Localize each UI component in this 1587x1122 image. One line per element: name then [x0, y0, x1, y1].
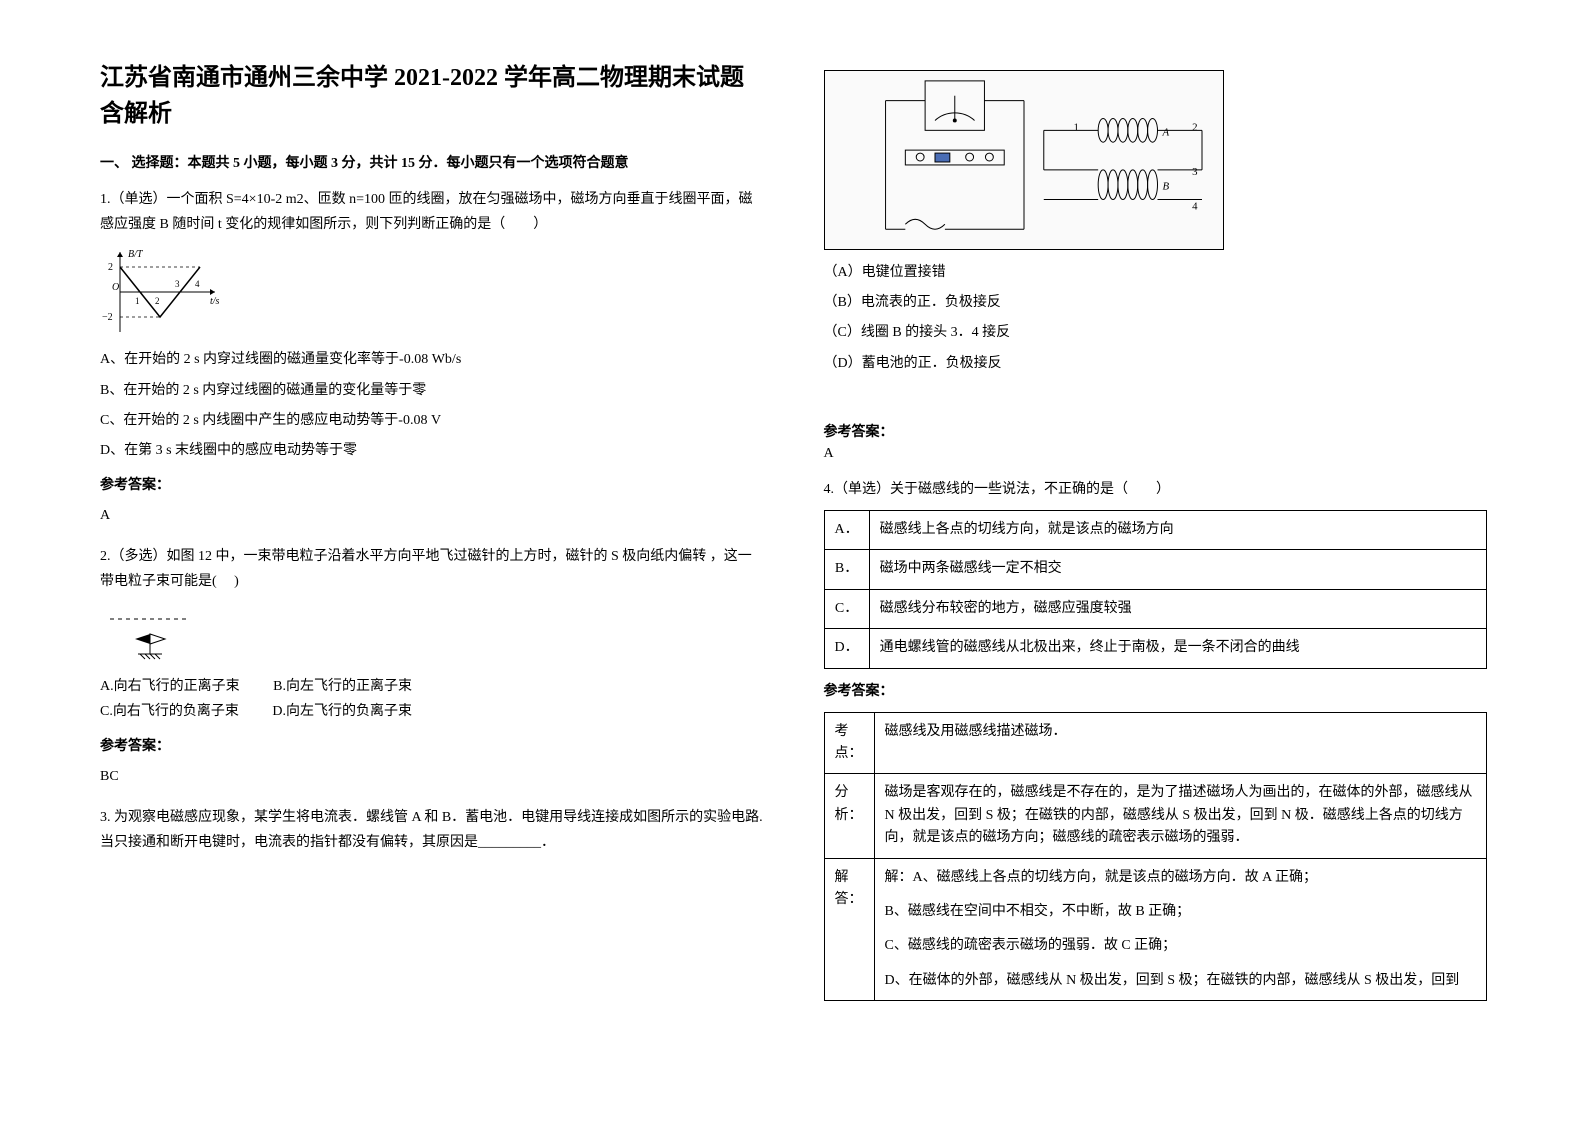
q1-optB: B、在开始的 2 s 内穿过线圈的磁通量的变化量等于零: [100, 378, 764, 403]
q2-optC: C.向右飞行的负离子束: [100, 699, 239, 724]
svg-text:1: 1: [1073, 121, 1078, 133]
q4-solve-cell: 解：A、磁感线上各点的切线方向，就是该点的磁场方向．故 A 正确； B、磁感线在…: [874, 858, 1487, 1001]
svg-text:4: 4: [195, 279, 200, 289]
right-column: 1 2 A 3 4 B （A）电键位置接错 （B）电: [824, 60, 1488, 1016]
question-1: 1.（单选）一个面积 S=4×10-2 m2、匝数 n=100 匝的线圈，放在匀…: [100, 187, 764, 529]
q1-answer-label: 参考答案：: [100, 473, 764, 498]
question-3: 3. 为观察电磁感应现象，某学生将电流表．螺线管 A 和 B．蓄电池．电键用导线…: [100, 805, 764, 855]
q2-optD: D.向左飞行的负离子束: [272, 699, 412, 724]
q1-answer: A: [100, 503, 764, 528]
q3-circuit-figure: 1 2 A 3 4 B: [824, 70, 1224, 250]
svg-text:1: 1: [135, 296, 140, 306]
q3-answer: A: [824, 446, 1488, 462]
q2-optA: A.向右飞行的正离子束: [100, 674, 240, 699]
q4-text: 4.（单选）关于磁感线的一些说法，不正确的是（ ）: [824, 477, 1488, 502]
q2-answer: BC: [100, 764, 764, 789]
svg-text:A: A: [1161, 126, 1169, 138]
question-4: 4.（单选）关于磁感线的一些说法，不正确的是（ ） A． 磁感线上各点的切线方向…: [824, 477, 1488, 1001]
svg-text:3: 3: [175, 279, 180, 289]
q1-optA: A、在开始的 2 s 内穿过线圈的磁通量变化率等于-0.08 Wb/s: [100, 347, 764, 372]
q2-optB: B.向左飞行的正离子束: [273, 674, 412, 699]
q4-optB: 磁场中两条磁感线一定不相交: [869, 550, 1486, 589]
q4-optA: 磁感线上各点的切线方向，就是该点的磁场方向: [869, 510, 1486, 549]
svg-text:−2: −2: [102, 312, 113, 323]
q4-optD: 通电螺线管的磁感线从北极出来，终止于南极，是一条不闭合的曲线: [869, 629, 1486, 668]
svg-text:B: B: [1162, 181, 1169, 193]
page-title: 江苏省南通市通州三余中学 2021-2022 学年高二物理期末试题含解析: [100, 60, 764, 132]
q4-labelC: C．: [824, 589, 869, 628]
svg-text:t/s: t/s: [210, 296, 220, 307]
q1-optD: D、在第 3 s 末线圈中的感应电动势等于零: [100, 438, 764, 463]
q4-solveB: B、磁感线在空间中不相交，不中断，故 B 正确；: [885, 901, 1477, 923]
q1-text: 1.（单选）一个面积 S=4×10-2 m2、匝数 n=100 匝的线圈，放在匀…: [100, 187, 764, 237]
q4-topic: 磁感线及用磁感线描述磁场．: [874, 712, 1487, 774]
svg-text:B/T: B/T: [128, 249, 144, 260]
q3-answer-label: 参考答案：: [824, 421, 1488, 441]
q4-topic-label: 考点：: [824, 712, 874, 774]
q4-analysis-label: 分析：: [824, 774, 874, 858]
svg-text:O: O: [112, 282, 119, 293]
svg-text:2: 2: [108, 262, 113, 273]
q3-optD: （D）蓄电池的正．负极接反: [824, 351, 1488, 376]
q4-solveC: C、磁感线的疏密表示磁场的强弱．故 C 正确；: [885, 935, 1477, 957]
q4-optC: 磁感线分布较密的地方，磁感应强度较强: [869, 589, 1486, 628]
q2-text: 2.（多选）如图 12 中，一束带电粒子沿着水平方向平地飞过磁针的上方时，磁针的…: [100, 544, 764, 594]
q3-optB: （B）电流表的正．负极接反: [824, 290, 1488, 315]
q1-graph: B/T t/s 2 −2 O 1 2 3 4: [100, 247, 220, 337]
q4-labelA: A．: [824, 510, 869, 549]
svg-text:2: 2: [155, 296, 160, 306]
left-column: 江苏省南通市通州三余中学 2021-2022 学年高二物理期末试题含解析 一、 …: [100, 60, 764, 1016]
q4-labelB: B．: [824, 550, 869, 589]
q3-optC: （C）线圈 B 的接头 3．4 接反: [824, 320, 1488, 345]
q3-text: 3. 为观察电磁感应现象，某学生将电流表．螺线管 A 和 B．蓄电池．电键用导线…: [100, 805, 764, 855]
q2-answer-label: 参考答案：: [100, 734, 764, 759]
q4-solution-table: 考点： 磁感线及用磁感线描述磁场． 分析： 磁场是客观存在的，磁感线是不存在的，…: [824, 712, 1488, 1002]
q1-optC: C、在开始的 2 s 内线圈中产生的感应电动势等于-0.08 V: [100, 408, 764, 433]
question-2: 2.（多选）如图 12 中，一束带电粒子沿着水平方向平地飞过磁针的上方时，磁针的…: [100, 544, 764, 790]
q4-options-table: A． 磁感线上各点的切线方向，就是该点的磁场方向 B． 磁场中两条磁感线一定不相…: [824, 510, 1488, 669]
svg-text:4: 4: [1192, 200, 1198, 212]
svg-text:2: 2: [1192, 121, 1197, 133]
q4-solve-label: 解答：: [824, 858, 874, 1001]
q4-solveA: 解：A、磁感线上各点的切线方向，就是该点的磁场方向．故 A 正确；: [885, 867, 1477, 889]
q3-optA: （A）电键位置接错: [824, 260, 1488, 285]
q4-labelD: D．: [824, 629, 869, 668]
q4-answer-label: 参考答案：: [824, 679, 1488, 704]
svg-text:3: 3: [1192, 166, 1197, 178]
section-header: 一、 选择题：本题共 5 小题，每小题 3 分，共计 15 分．每小题只有一个选…: [100, 152, 764, 172]
q2-compass-figure: [100, 604, 200, 664]
q4-solveD: D、在磁体的外部，磁感线从 N 极出发，回到 S 极；在磁铁的内部，磁感线从 S…: [885, 970, 1477, 992]
q4-analysis: 磁场是客观存在的，磁感线是不存在的，是为了描述磁场人为画出的，在磁体的外部，磁感…: [874, 774, 1487, 858]
